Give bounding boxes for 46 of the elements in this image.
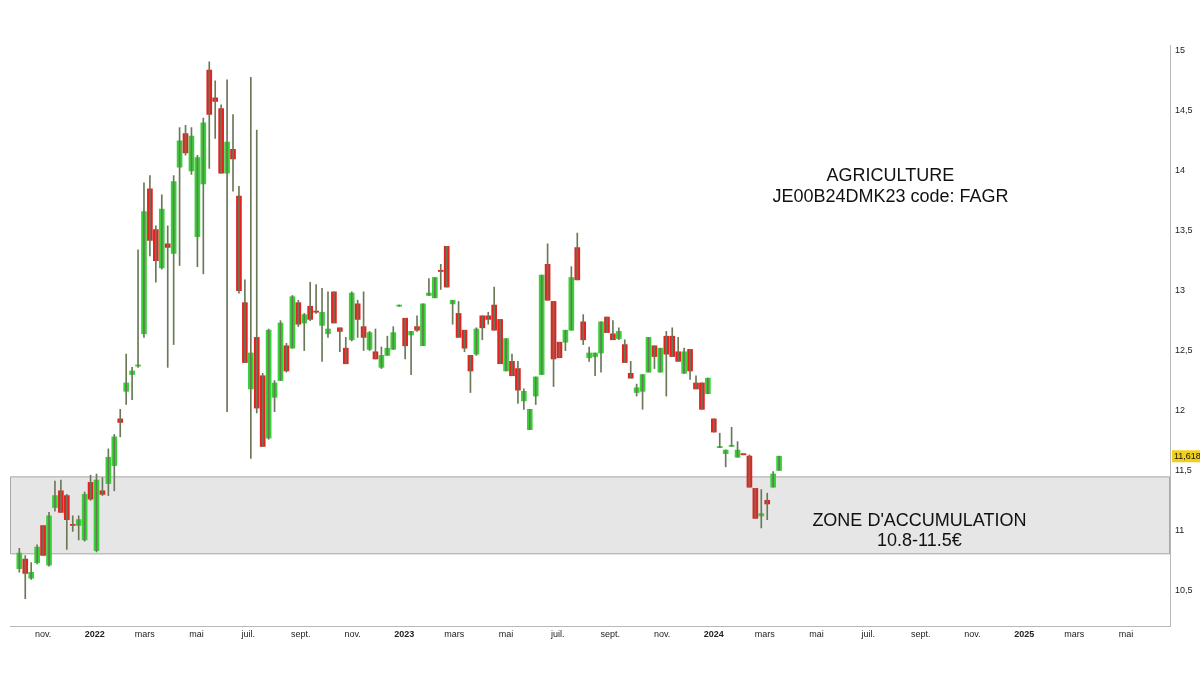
annotation: JE00B24DMK23 code: FAGR xyxy=(772,185,1009,206)
annotation: AGRICULTURE xyxy=(826,164,955,185)
y-tick-label: 14,5 xyxy=(1175,105,1193,116)
x-tick-label: sept. xyxy=(910,629,931,640)
x-tick-label: 2024 xyxy=(703,629,724,640)
x-tick-label: 2023 xyxy=(394,629,415,640)
y-tick-label: 10,5 xyxy=(1175,584,1193,595)
y-tick-label: 14 xyxy=(1175,165,1186,176)
x-tick-label: sept. xyxy=(291,629,311,640)
x-tick-label: juil. xyxy=(550,629,565,640)
candlestick xyxy=(396,304,403,307)
y-tick-label: 11 xyxy=(1175,524,1185,535)
annotation: 11,618 xyxy=(1174,450,1200,461)
candlestick xyxy=(604,316,610,333)
y-tick-label: 15 xyxy=(1175,45,1186,56)
x-tick-label: 2022 xyxy=(84,629,105,640)
x-tick-label: nov. xyxy=(344,629,361,640)
y-tick-label: 12 xyxy=(1175,404,1186,415)
x-tick-label: mars xyxy=(754,629,776,640)
candlestick xyxy=(710,418,717,433)
candlestick xyxy=(40,525,46,556)
x-tick-label: mai xyxy=(1118,629,1134,640)
x-tick-label: nov. xyxy=(653,629,671,640)
x-tick-label: mai xyxy=(189,629,204,640)
candlestick xyxy=(420,303,426,347)
x-tick-label: mars xyxy=(444,629,465,640)
x-tick-label: mai xyxy=(809,629,824,640)
candlestick xyxy=(503,338,509,372)
x-tick-label: sept. xyxy=(600,629,621,640)
y-tick-label: 11,5 xyxy=(1175,464,1192,475)
candlestick xyxy=(331,291,337,324)
candlestick xyxy=(776,455,782,471)
y-tick-label: 13,5 xyxy=(1175,225,1193,236)
x-tick-label: nov. xyxy=(34,629,52,640)
x-tick-label: nov. xyxy=(964,629,981,640)
x-tick-label: juil. xyxy=(860,629,875,640)
band-label: ZONE D'ACCUMULATION 10.8-11.5€ xyxy=(812,510,1027,551)
y-tick-label: 12,5 xyxy=(1175,345,1193,356)
candlestick xyxy=(705,377,711,395)
x-tick-label: 2025 xyxy=(1014,629,1035,640)
y-tick-label: 13 xyxy=(1175,285,1186,296)
x-tick-label: mars xyxy=(1064,629,1085,640)
x-tick-label: juil. xyxy=(240,629,256,640)
candlestick xyxy=(526,408,533,430)
x-tick-label: mai xyxy=(498,629,514,640)
x-tick-label: mars xyxy=(134,629,156,640)
